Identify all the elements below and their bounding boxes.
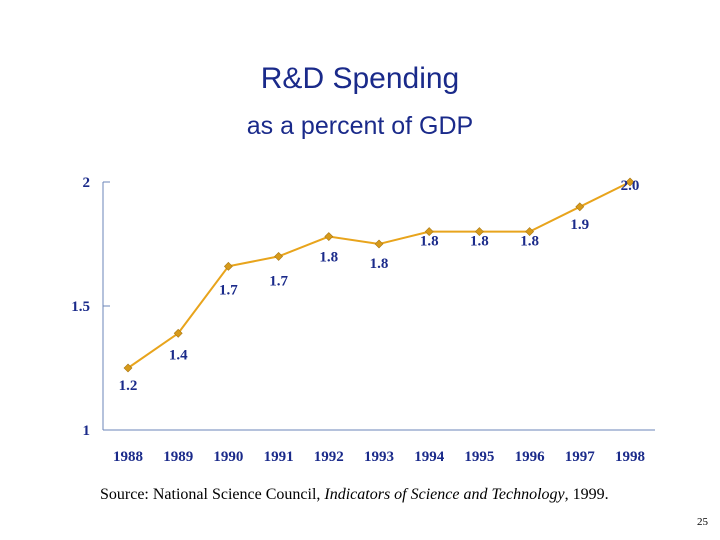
data-point	[223, 261, 233, 271]
data-label: 1.8	[319, 250, 338, 266]
data-label: 1.8	[470, 234, 489, 250]
data-label: 1.8	[370, 256, 389, 272]
x-tick-label: 1994	[414, 449, 445, 465]
data-point	[424, 227, 434, 237]
x-tick-label: 1997	[565, 449, 596, 465]
x-tick-label: 1990	[213, 449, 243, 465]
y-tick-label: 1	[83, 423, 91, 439]
chart-subtitle: as a percent of GDP	[246, 112, 474, 140]
y-tick-label: 1.5	[71, 299, 90, 315]
data-point	[525, 227, 535, 237]
source-prefix: Source: National Science Council,	[100, 486, 325, 503]
x-tick-label: 1998	[615, 449, 645, 465]
data-label: 1.2	[119, 378, 138, 394]
data-point	[123, 363, 133, 373]
data-label: 1.7	[219, 282, 238, 298]
series-line	[127, 181, 631, 369]
data-point	[625, 177, 635, 187]
data-point	[575, 202, 585, 212]
source-title: Indicators of Science and Technology	[324, 486, 565, 503]
x-tick-label: 1995	[464, 449, 494, 465]
data-point	[374, 239, 384, 249]
data-label: 1.4	[169, 347, 188, 363]
y-tick-label: 2	[83, 175, 91, 191]
x-tick-label: 1988	[113, 449, 143, 465]
data-point	[324, 232, 334, 241]
data-label: 1.8	[520, 234, 539, 250]
data-point	[274, 251, 284, 261]
x-tick-label: 1993	[364, 449, 394, 465]
x-tick-label: 1992	[314, 449, 344, 465]
x-tick-label: 1991	[264, 449, 294, 465]
source-note: Source: National Science Council, Indica…	[100, 486, 609, 504]
data-label: 1.9	[570, 217, 589, 233]
x-tick-label: 1989	[163, 449, 193, 465]
x-tick-label: 1996	[515, 449, 546, 465]
data-point	[173, 328, 183, 338]
data-label: 2.0	[621, 178, 640, 194]
data-point	[474, 227, 484, 237]
source-suffix: , 1999.	[564, 486, 609, 503]
data-label: 1.7	[269, 273, 288, 289]
data-label: 1.8	[420, 234, 439, 250]
page-number: 25	[697, 516, 708, 528]
chart-title: R&D Spending	[260, 62, 460, 95]
